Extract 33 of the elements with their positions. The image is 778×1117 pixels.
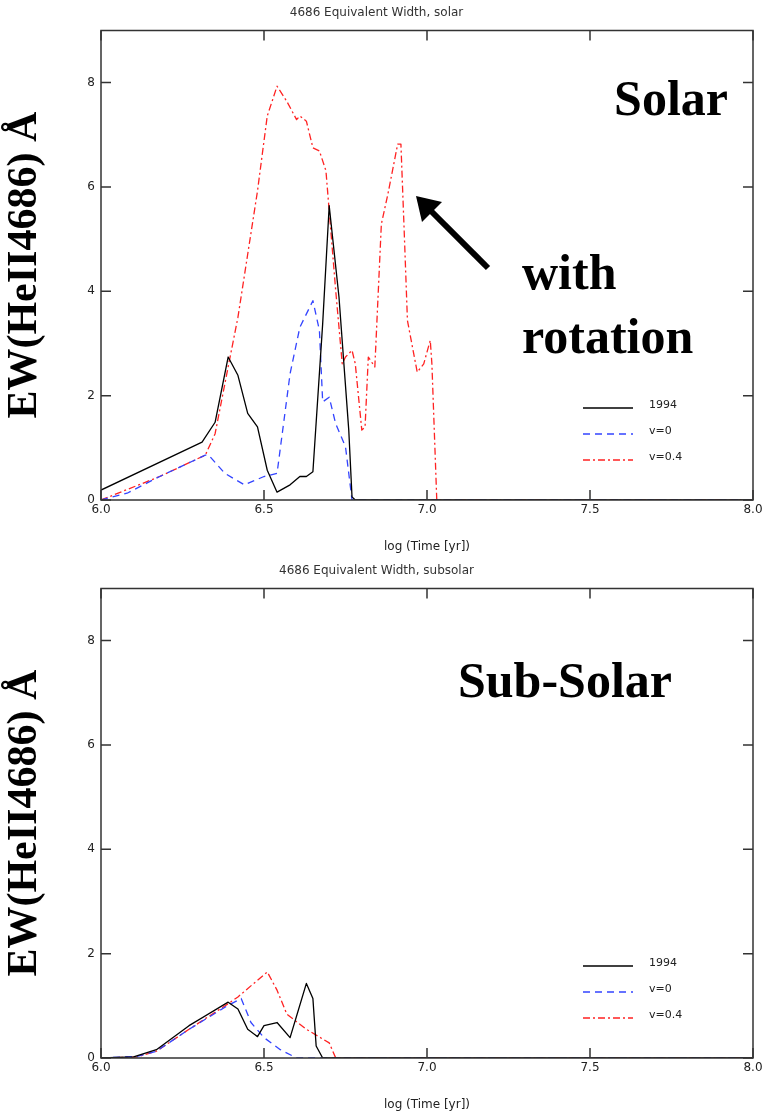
- legend-label: 1994: [649, 955, 677, 969]
- y-tick-label: 8: [87, 632, 95, 647]
- y-axis-title: EW(HeII4686) Å: [0, 669, 47, 977]
- x-axis-title: log (Time [yr]): [383, 538, 471, 553]
- chart-title: 4686 Equivalent Width, solar: [289, 5, 464, 20]
- legend-label: v=0: [649, 981, 672, 995]
- x-tick-label: 6.0: [91, 502, 111, 517]
- legend-label: v=0.4: [649, 449, 683, 463]
- chart-title: 4686 Equivalent Width, subsolar: [279, 563, 475, 578]
- y-tick-label: 2: [87, 945, 95, 960]
- y-axis-title: EW(HeII4686) Å: [0, 111, 47, 419]
- x-tick-label: 8.0: [743, 1060, 763, 1075]
- x-axis-title: log (Time [yr]): [383, 1096, 471, 1111]
- annotation: Sub-Solar: [458, 651, 672, 710]
- legend-label: v=0: [649, 423, 672, 437]
- y-tick-label: 2: [87, 387, 95, 402]
- y-tick-label: 4: [87, 841, 95, 856]
- legend-label: v=0.4: [649, 1007, 683, 1021]
- y-tick-label: 6: [87, 737, 95, 752]
- x-tick-label: 7.0: [417, 502, 437, 517]
- x-tick-label: 7.5: [580, 1060, 600, 1075]
- x-tick-label: 8.0: [743, 502, 763, 517]
- x-tick-label: 6.5: [254, 502, 274, 517]
- x-tick-label: 7.0: [417, 1060, 437, 1075]
- annotation: Solar: [614, 69, 728, 128]
- y-tick-label: 8: [87, 74, 95, 89]
- y-tick-label: 6: [87, 179, 95, 194]
- x-tick-label: 6.5: [254, 1060, 274, 1075]
- y-tick-label: 4: [87, 283, 95, 298]
- legend-label: 1994: [649, 397, 677, 411]
- annotation: with rotation: [522, 243, 695, 366]
- x-tick-label: 7.5: [580, 502, 600, 517]
- x-tick-label: 6.0: [91, 1060, 111, 1075]
